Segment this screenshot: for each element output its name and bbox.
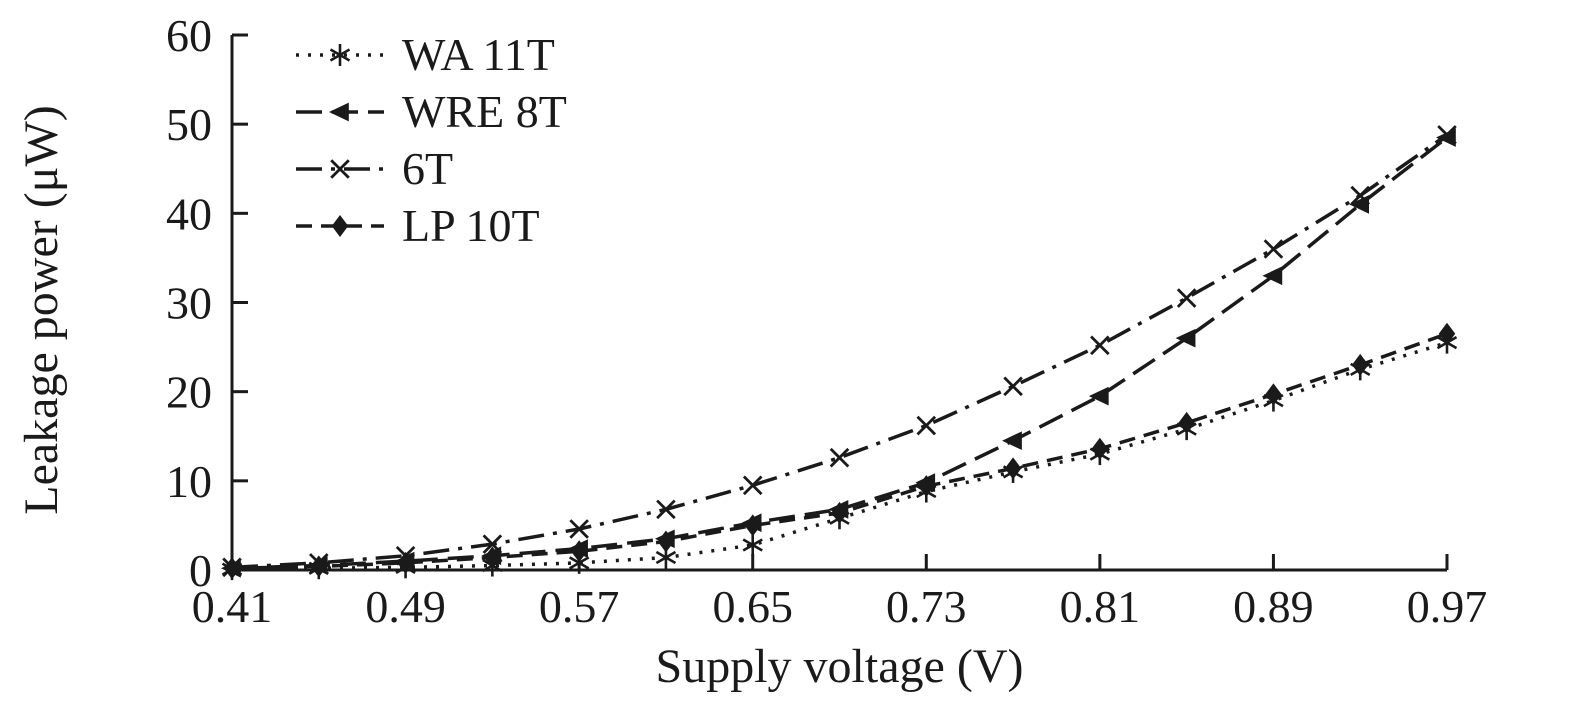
legend-label: WA 11T [402, 29, 555, 80]
y-axis-label: Leakage power (μW) [15, 105, 68, 515]
legend-line-sample [296, 158, 384, 179]
legend-line-sample [296, 214, 384, 237]
y-tick-label: 50 [166, 99, 212, 150]
x-tick-label: 0.81 [1060, 581, 1141, 632]
y-tick-label: 20 [166, 367, 212, 418]
legend-label: WRE 8T [402, 86, 567, 137]
legend-label: LP 10T [402, 200, 540, 251]
series-lp-10t [223, 322, 1456, 580]
x-tick-label: 0.73 [886, 581, 967, 632]
x-tick-label: 0.97 [1407, 581, 1488, 632]
legend-entry: WRE 8T [292, 83, 567, 140]
legend: WA 11T WRE 8T 6T LP 10T [292, 26, 567, 254]
x-tick-label: 0.41 [192, 581, 273, 632]
y-tick-label: 60 [166, 10, 212, 61]
y-tick-label: 10 [166, 456, 212, 507]
x-tick-label: 0.65 [712, 581, 793, 632]
x-tick-label: 0.89 [1233, 581, 1314, 632]
y-tick-label: 30 [166, 278, 212, 329]
legend-line-sample [296, 43, 384, 66]
legend-line-sample [296, 102, 384, 121]
x-tick-label: 0.49 [365, 581, 446, 632]
y-tick-label: 0 [189, 545, 212, 596]
legend-entry: 6T [292, 140, 567, 197]
legend-entry: LP 10T [292, 197, 567, 254]
y-tick-label: 40 [166, 188, 212, 239]
x-tick-label: 0.57 [539, 581, 620, 632]
legend-label: 6T [402, 143, 454, 194]
x-axis-label: Supply voltage (V) [655, 640, 1024, 693]
legend-entry: WA 11T [292, 26, 567, 83]
